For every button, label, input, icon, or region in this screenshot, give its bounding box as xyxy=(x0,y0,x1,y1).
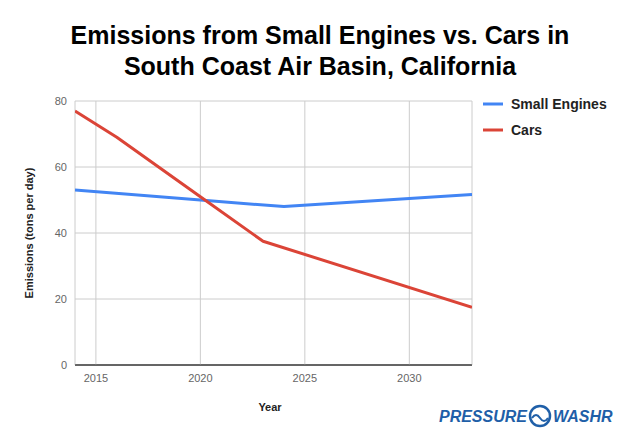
y-tick-label: 0 xyxy=(61,359,67,371)
axis-line xyxy=(75,101,76,365)
legend-key xyxy=(483,129,503,132)
title: Emissions from Small Engines vs. Cars in… xyxy=(71,21,570,80)
title-line: Emissions from Small Engines vs. Cars in xyxy=(71,21,570,49)
x-tick-label: 2020 xyxy=(188,372,212,384)
y-grid-line xyxy=(75,233,472,234)
legend-key xyxy=(483,103,503,106)
chart: Emissions from Small Engines vs. Cars in… xyxy=(0,0,640,436)
x-grid-line xyxy=(409,101,410,365)
legend-label: Cars xyxy=(511,122,542,138)
logo: PRESSURE WASHR xyxy=(439,406,613,426)
x-grid-line xyxy=(304,101,305,365)
logo-icon xyxy=(532,415,548,421)
legend: Small Engines Cars xyxy=(483,96,607,138)
x-tick-label: 2030 xyxy=(397,372,421,384)
logo-icon xyxy=(530,406,550,426)
x-axis-label: Year xyxy=(258,401,282,413)
series-group xyxy=(75,111,472,307)
y-axis-label: Emissions (tons per day) xyxy=(23,167,35,298)
logo-text: PRESSURE xyxy=(439,408,528,425)
title-line: South Coast Air Basin, California xyxy=(124,52,517,80)
y-tick-label: 40 xyxy=(55,227,67,239)
y-grid-line xyxy=(75,101,472,102)
x-tick-label: 2025 xyxy=(293,372,317,384)
x-tick-label: 2015 xyxy=(84,372,108,384)
x-grid-line xyxy=(200,101,201,365)
x-grid-line xyxy=(95,101,96,365)
y-tick-label: 60 xyxy=(55,161,67,173)
legend-label: Small Engines xyxy=(511,96,607,112)
y-tick-label: 20 xyxy=(55,293,67,305)
y-grid-line xyxy=(75,365,472,366)
y-grid-line xyxy=(75,167,472,168)
y-grid-line xyxy=(75,299,472,300)
series-line xyxy=(75,111,472,307)
axis-line xyxy=(75,365,472,366)
logo-text: WASHR xyxy=(553,408,613,425)
grid xyxy=(75,101,472,365)
axis-line xyxy=(472,101,473,365)
series-line xyxy=(75,190,472,207)
y-tick-label: 80 xyxy=(55,95,67,107)
